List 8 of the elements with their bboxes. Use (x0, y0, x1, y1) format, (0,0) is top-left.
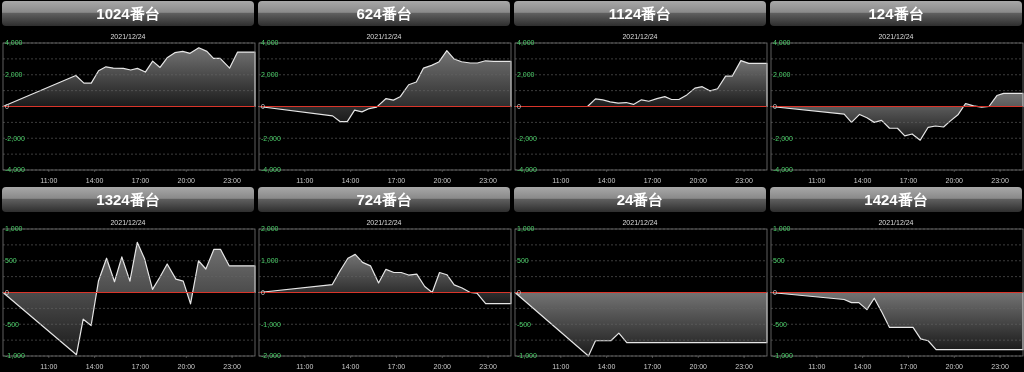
chart-title: 1024番台 (96, 5, 160, 22)
chart-title: 624番台 (356, 5, 412, 22)
chart-title: 124番台 (868, 5, 924, 22)
chart-title: 724番台 (356, 191, 412, 208)
chart-title: 24番台 (616, 191, 664, 208)
chart-title: 1124番台 (608, 5, 672, 22)
chart-title: 1424番台 (864, 191, 928, 208)
chart-title: 1324番台 (96, 191, 160, 208)
